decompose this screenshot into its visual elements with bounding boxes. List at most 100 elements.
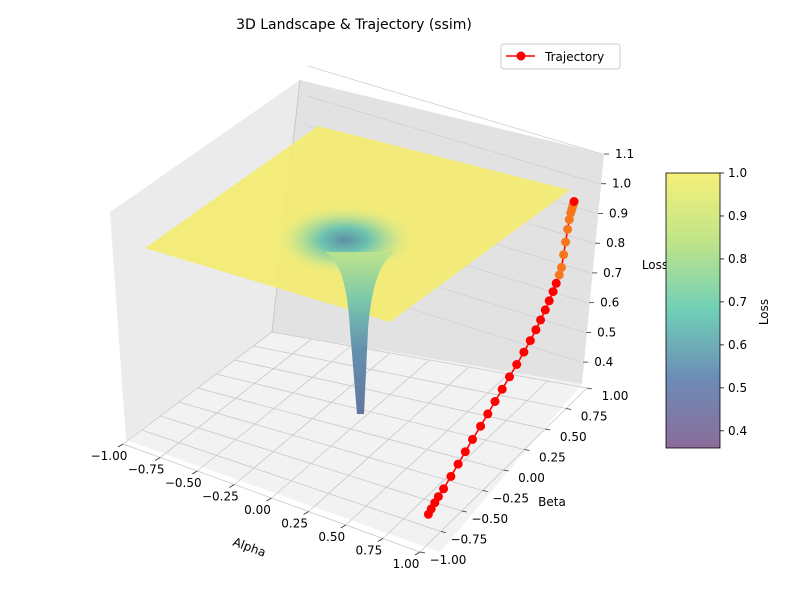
chart-title: 3D Landscape & Trajectory (ssim) — [236, 17, 472, 33]
loss-tick-label: 0.7 — [603, 266, 622, 280]
loss-surface — [145, 126, 570, 414]
trajectory-point — [525, 336, 535, 346]
alpha-tick-mark — [229, 484, 235, 488]
colorbar-tick-label: 0.9 — [728, 209, 747, 223]
loss-tick-label: 0.5 — [597, 325, 616, 339]
trajectory-point — [551, 278, 561, 288]
beta-tick-mark — [545, 428, 551, 431]
beta-grid-line — [234, 359, 546, 430]
colorbar-tick-label: 0.5 — [728, 381, 747, 395]
legend-label: Trajectory — [544, 50, 604, 64]
alpha-tick-mark — [266, 497, 272, 502]
loss-grid-line — [306, 95, 600, 185]
axis-ticks: −1.00−0.75−0.50−0.250.000.250.500.751.00… — [91, 147, 634, 571]
trajectory-point — [569, 197, 579, 206]
beta-tick-mark — [440, 531, 446, 533]
trajectory-point — [540, 305, 550, 315]
loss-tick-label: 0.9 — [609, 206, 628, 220]
trajectory-point — [483, 409, 493, 419]
legend-swatch-marker — [516, 51, 526, 61]
trajectory-point — [519, 347, 529, 357]
beta-tick-label: −0.25 — [492, 492, 529, 506]
x-axis-label: Alpha — [231, 535, 268, 560]
trajectory-point — [468, 434, 477, 444]
beta-tick-label: 1.00 — [602, 389, 629, 403]
loss-grid-line — [307, 65, 603, 155]
beta-tick-label: −0.75 — [450, 533, 487, 547]
trajectory-point — [460, 447, 470, 457]
alpha-tick-label: −0.25 — [202, 490, 239, 504]
loss-tick-label: 1.0 — [612, 177, 631, 191]
alpha-tick-label: −0.50 — [165, 476, 202, 490]
trajectory-point — [536, 315, 546, 325]
beta-grid-line — [271, 331, 588, 389]
beta-tick-mark — [419, 551, 426, 554]
loss-tick-label: 0.8 — [606, 236, 625, 250]
colorbar-tick-label: 1.0 — [728, 166, 747, 180]
beta-tick-mark — [461, 510, 467, 513]
colorbar-tick-label: 0.4 — [728, 424, 747, 438]
legend: Trajectory — [500, 43, 621, 70]
beta-tick-label: 0.75 — [581, 410, 608, 424]
trajectory-point — [531, 325, 541, 335]
trajectory-points — [423, 197, 579, 519]
alpha-tick-mark — [414, 551, 421, 556]
colorbar-label: Loss — [757, 299, 771, 325]
alpha-tick-mark — [340, 524, 346, 529]
y-axis-label: Beta — [538, 495, 566, 509]
beta-grid-line — [253, 345, 567, 409]
trajectory-point — [505, 372, 514, 382]
beta-tick-label: −1.00 — [430, 553, 467, 567]
beta-tick-label: −0.50 — [471, 512, 508, 526]
trajectory-point — [559, 250, 569, 260]
trajectory-point — [446, 471, 456, 481]
pane-floor — [126, 332, 582, 552]
loss-tick-label: 1.1 — [615, 147, 634, 161]
alpha-tick-mark — [303, 511, 309, 515]
trajectory-point — [453, 459, 463, 469]
beta-tick-mark — [503, 469, 509, 472]
alpha-tick-label: −0.75 — [128, 463, 165, 477]
alpha-tick-mark — [117, 443, 124, 448]
alpha-tick-label: −1.00 — [91, 449, 128, 463]
alpha-tick-label: 0.75 — [356, 544, 383, 558]
alpha-tick-label: 0.00 — [244, 503, 271, 517]
colorbar-tick-label: 0.8 — [728, 252, 747, 266]
alpha-tick-label: 1.00 — [393, 557, 420, 571]
trajectory-point — [476, 421, 486, 431]
legend-frame — [500, 43, 621, 70]
beta-tick-mark — [586, 387, 593, 390]
alpha-tick-mark — [377, 538, 384, 542]
beta-tick-label: 0.25 — [539, 451, 566, 465]
beta-tick-label: 0.50 — [560, 430, 587, 444]
trajectory-point — [564, 215, 574, 225]
loss-tick-label: 0.6 — [600, 296, 619, 310]
trajectory-point — [554, 270, 564, 280]
trajectory-point — [433, 492, 443, 502]
trajectory-point — [563, 224, 573, 234]
colorbar-tick-label: 0.6 — [728, 338, 747, 352]
colorbar: 0.4 0.5 0.6 0.7 0.8 0.9 1.0 Loss — [665, 166, 771, 449]
surface-funnel-throat — [325, 252, 395, 414]
loss-tick-label: 0.4 — [594, 355, 613, 369]
alpha-tick-label: 0.25 — [281, 517, 308, 531]
trajectory-point — [439, 484, 449, 494]
beta-tick-mark — [566, 408, 572, 410]
alpha-tick-mark — [154, 457, 161, 461]
colorbar-ticks: 0.4 0.5 0.6 0.7 0.8 0.9 1.0 — [720, 166, 747, 438]
trajectory-point — [544, 296, 554, 306]
beta-grid-line — [160, 415, 462, 512]
beta-grid-line — [197, 387, 504, 471]
trajectory-point — [561, 237, 571, 247]
beta-tick-mark — [524, 449, 530, 451]
beta-tick-mark — [482, 490, 488, 492]
trajectory-point — [512, 360, 522, 369]
trajectory-series — [423, 197, 579, 519]
alpha-tick-label: 0.50 — [318, 530, 345, 544]
colorbar-tick-label: 0.7 — [728, 295, 747, 309]
colorbar-gradient — [665, 172, 721, 449]
trajectory-point — [557, 262, 566, 272]
beta-grid-line — [178, 401, 483, 491]
beta-grid-line — [141, 429, 442, 532]
